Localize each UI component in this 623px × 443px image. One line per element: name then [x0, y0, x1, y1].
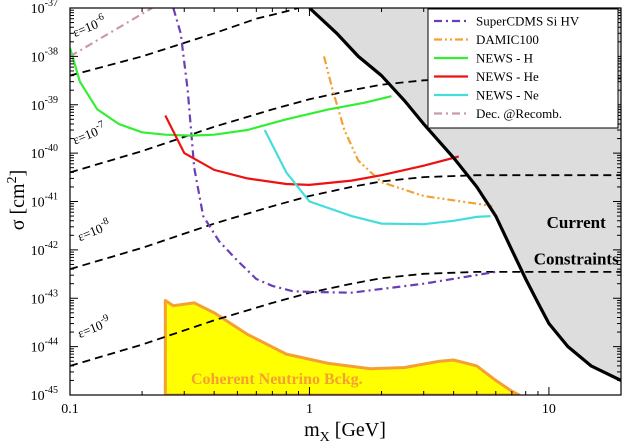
- legend-label-damic100: DAMIC100: [476, 32, 539, 47]
- epsilon-contour--8: [70, 174, 621, 270]
- series-dec-recomb: [70, 8, 153, 58]
- epsilon-contour--6: [70, 8, 299, 77]
- y-tick-label: 10-38: [31, 46, 58, 65]
- x-tick-label: 1: [306, 402, 313, 417]
- x-axis-title: mX [GeV]: [304, 419, 386, 443]
- x-tick-labels: 0.1 1 10: [61, 402, 556, 417]
- legend-label-news-h: NEWS - H: [476, 51, 533, 66]
- series-news-he: [164, 115, 459, 187]
- y-tick-label: 10-45: [31, 385, 58, 404]
- legend-label-news-he: NEWS - He: [476, 69, 539, 84]
- neutrino-background-region: [163, 299, 521, 395]
- x-tick-label: 10: [542, 402, 556, 417]
- series-supercdms-si-hv: [172, 8, 496, 294]
- series-news-ne: [263, 129, 491, 226]
- y-tick-label: 10-37: [31, 0, 58, 17]
- legend-box: [427, 8, 619, 129]
- y-tick-labels: 10-37 10-38 10-39 10-40 10-41 10-42 10-43 10-44…: [31, 0, 58, 404]
- neutrino-background-label: Coherent Neutrino Bckg.: [191, 371, 363, 388]
- legend-label-dec-recomb: Dec. @Recomb.: [476, 106, 562, 121]
- series-news-h: [70, 47, 392, 137]
- y-tick-label: 10-40: [31, 143, 58, 162]
- region-labels: Current Constraints Coherent Neutrino Bckg…: [191, 213, 619, 388]
- legend-label-supercdms-si-hv: SuperCDMS Si HV: [476, 14, 580, 29]
- current-constraints-boundary: [308, 8, 621, 382]
- series-lines: [70, 8, 496, 294]
- legend: SuperCDMS Si HV DAMIC100 NEWS - H NEWS - He…: [427, 8, 619, 129]
- y-tick-label: 10-44: [31, 337, 58, 356]
- y-tick-label: 10-43: [31, 288, 58, 307]
- y-axis-title: σ [cm2]: [5, 170, 29, 231]
- axis-ticks: [69, 7, 622, 396]
- epsilon-contour--9: [70, 271, 621, 367]
- x-tick-label: 0.1: [61, 402, 79, 417]
- legend-label-news-ne: NEWS - Ne: [476, 88, 539, 103]
- current-constraints-label-2: Constraints: [534, 249, 619, 268]
- y-tick-label: 10-42: [31, 240, 58, 259]
- y-tick-label: 10-39: [31, 95, 58, 114]
- current-constraints-label-1: Current: [547, 213, 607, 232]
- y-tick-label: 10-41: [31, 192, 58, 211]
